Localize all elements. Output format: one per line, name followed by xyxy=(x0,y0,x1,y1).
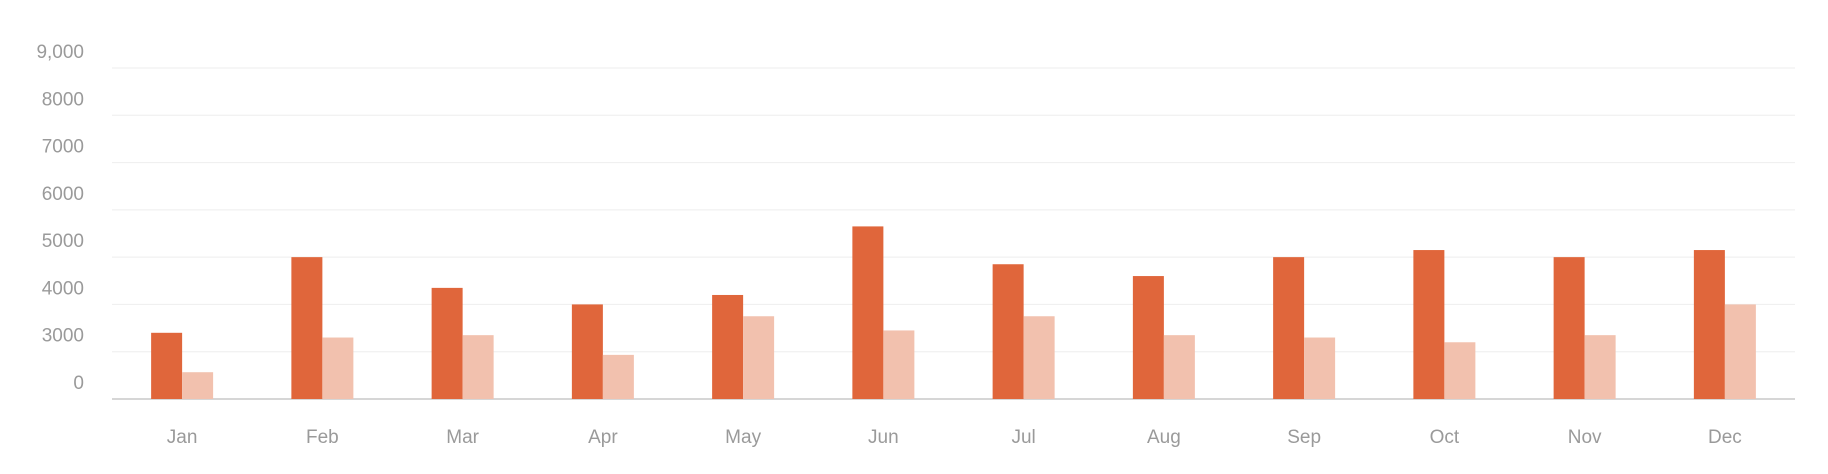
x-tick-label: Sep xyxy=(1287,427,1321,448)
bar xyxy=(291,257,323,399)
x-tick-label: May xyxy=(725,427,761,448)
y-tick-label: 7000 xyxy=(42,137,84,158)
bar xyxy=(1724,304,1756,399)
bar xyxy=(151,332,183,399)
bar xyxy=(1304,337,1336,399)
bar xyxy=(1584,335,1616,399)
y-tick-label: 8000 xyxy=(42,89,84,110)
bar xyxy=(602,354,634,399)
bar xyxy=(462,335,494,399)
x-tick-label: Apr xyxy=(588,427,618,448)
x-tick-label: Feb xyxy=(306,427,339,448)
y-tick-label: 9,000 xyxy=(36,42,84,63)
x-tick-label: Oct xyxy=(1430,427,1460,448)
bar xyxy=(1132,276,1164,399)
x-tick-label: Nov xyxy=(1568,427,1602,448)
x-tick-label: Jan xyxy=(167,427,198,448)
x-tick-label: Jun xyxy=(868,427,899,448)
bar xyxy=(182,372,214,399)
bar xyxy=(992,264,1024,399)
bar xyxy=(852,226,884,399)
bar xyxy=(431,287,463,399)
bar xyxy=(1413,250,1445,399)
bar xyxy=(1163,335,1195,399)
bar xyxy=(571,304,603,399)
bar xyxy=(712,294,744,399)
bar xyxy=(1693,250,1725,399)
y-tick-label: 0 xyxy=(73,373,84,394)
y-tick-label: 5000 xyxy=(42,231,84,252)
bar xyxy=(1444,342,1476,399)
x-tick-label: Aug xyxy=(1147,427,1181,448)
x-tick-label: Dec xyxy=(1708,427,1742,448)
y-tick-label: 6000 xyxy=(42,184,84,205)
bar xyxy=(743,316,775,399)
x-tick-label: Mar xyxy=(446,427,479,448)
bar xyxy=(1553,257,1585,399)
bar xyxy=(1023,316,1055,399)
y-tick-label: 4000 xyxy=(42,278,84,299)
bar xyxy=(883,330,915,399)
bar xyxy=(1273,257,1305,399)
bar xyxy=(322,337,354,399)
y-tick-label: 3000 xyxy=(42,326,84,347)
x-tick-label: Jul xyxy=(1011,427,1035,448)
